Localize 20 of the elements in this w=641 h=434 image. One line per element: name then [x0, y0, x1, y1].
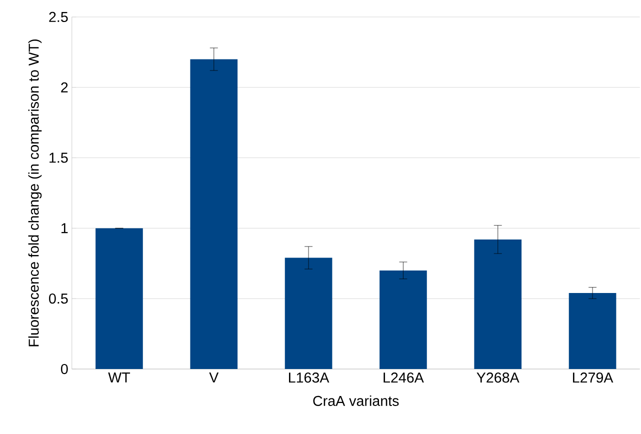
y-tick-label: 0 [60, 364, 68, 374]
bar [190, 59, 238, 369]
x-axis-title: CraA variants [313, 395, 399, 406]
bar [380, 270, 427, 369]
bar [568, 292, 616, 369]
bar [284, 258, 332, 369]
x-tick-label: Y268A [476, 372, 520, 383]
bar [96, 228, 143, 369]
y-tick-label: 2 [61, 82, 68, 92]
y-tick-label: 1.5 [50, 152, 68, 163]
y-axis-title: Fluorescence fold change (in comparison to WT) [28, 39, 42, 346]
x-tick-label: V [209, 372, 219, 382]
x-tick-label: L163A [289, 372, 330, 383]
bar [474, 239, 522, 369]
y-tick-label: 2.5 [49, 12, 68, 22]
y-tick-label: 0.5 [49, 293, 68, 304]
x-tick-label: L279A [572, 372, 614, 383]
x-tick-label: WT [108, 372, 130, 382]
x-tick-label: L246A [384, 372, 424, 383]
y-tick-label: 1 [62, 223, 68, 234]
